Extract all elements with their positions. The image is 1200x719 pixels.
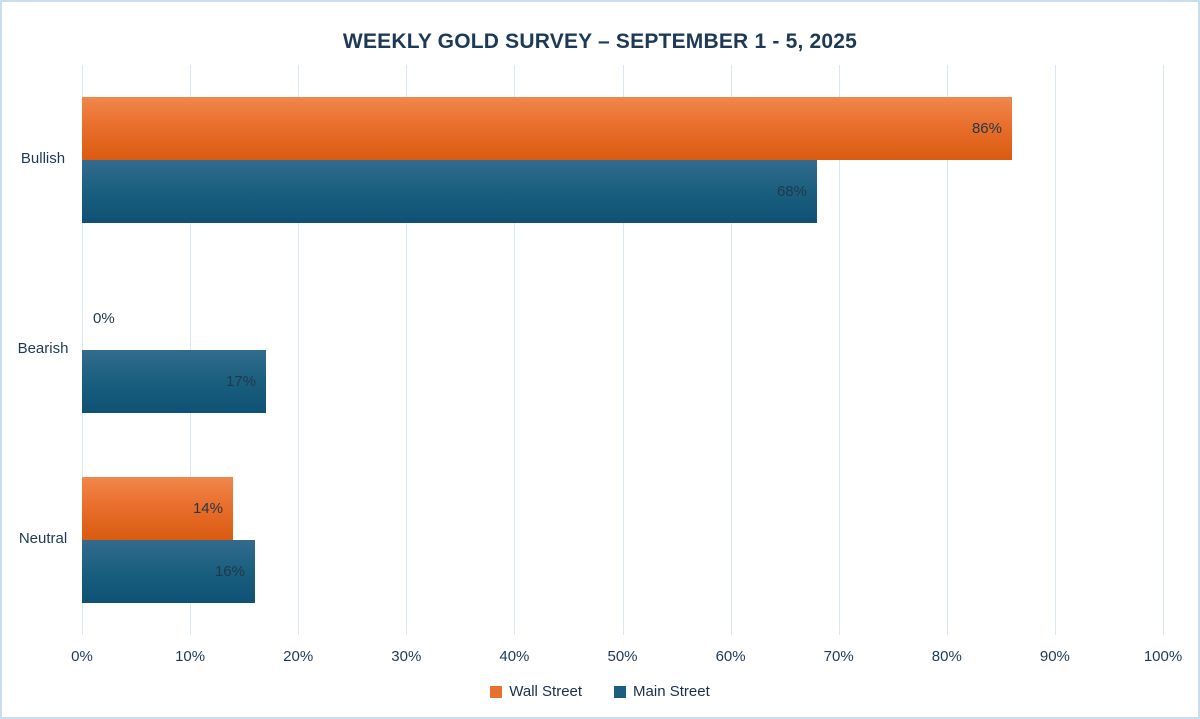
data-label-main-street-bearish: 17% [225, 372, 256, 390]
gridline-20% [298, 65, 300, 635]
bar-main-street-bearish [82, 350, 266, 413]
x-axis-tick-label: 40% [499, 648, 530, 665]
gridline-40% [514, 65, 516, 635]
x-axis-tick-label: 50% [607, 648, 638, 665]
data-label-main-street-neutral: 16% [214, 562, 245, 580]
legend: Wall Street Main Street [2, 683, 1198, 700]
legend-item-wall-street: Wall Street [490, 683, 582, 700]
gridline-60% [730, 65, 732, 635]
data-label-wall-street-bearish: 0% [93, 309, 115, 327]
x-axis-tick-label: 0% [71, 648, 93, 665]
bar-wall-street-bullish [82, 97, 1012, 160]
x-axis-tick-label: 60% [715, 648, 746, 665]
legend-swatch-main-street [614, 685, 627, 698]
x-axis-tick-label: 100% [1143, 648, 1183, 665]
gridline-70% [838, 65, 840, 635]
bar-main-street-neutral [82, 540, 255, 603]
category-label-bullish: Bullish [20, 150, 66, 167]
x-axis-tick-label: 30% [391, 648, 422, 665]
legend-item-main-street: Main Street [614, 683, 710, 700]
x-axis-tick-label: 10% [175, 648, 206, 665]
x-axis-tick-label: 80% [931, 648, 962, 665]
bar-wall-street-neutral [82, 477, 233, 540]
x-axis-tick-label: 70% [823, 648, 854, 665]
gridline-90% [1054, 65, 1056, 635]
gridline-30% [406, 65, 408, 635]
category-label-neutral: Neutral [18, 530, 68, 547]
data-label-wall-street-bullish: 86% [971, 119, 1002, 137]
gridline-100% [1163, 65, 1164, 635]
data-label-wall-street-neutral: 14% [192, 499, 223, 517]
gridline-50% [622, 65, 624, 635]
bar-main-street-bullish [82, 160, 817, 223]
legend-swatch-wall-street [490, 685, 503, 698]
x-axis-tick-label: 90% [1039, 648, 1070, 665]
legend-label-main-street: Main Street [633, 683, 710, 700]
gridline-80% [946, 65, 948, 635]
chart-title: WEEKLY GOLD SURVEY – SEPTEMBER 1 - 5, 20… [342, 30, 858, 53]
data-label-main-street-bullish: 68% [776, 182, 807, 200]
category-label-bearish: Bearish [17, 340, 69, 357]
x-axis-tick-label: 20% [283, 648, 314, 665]
legend-label-wall-street: Wall Street [509, 683, 583, 700]
